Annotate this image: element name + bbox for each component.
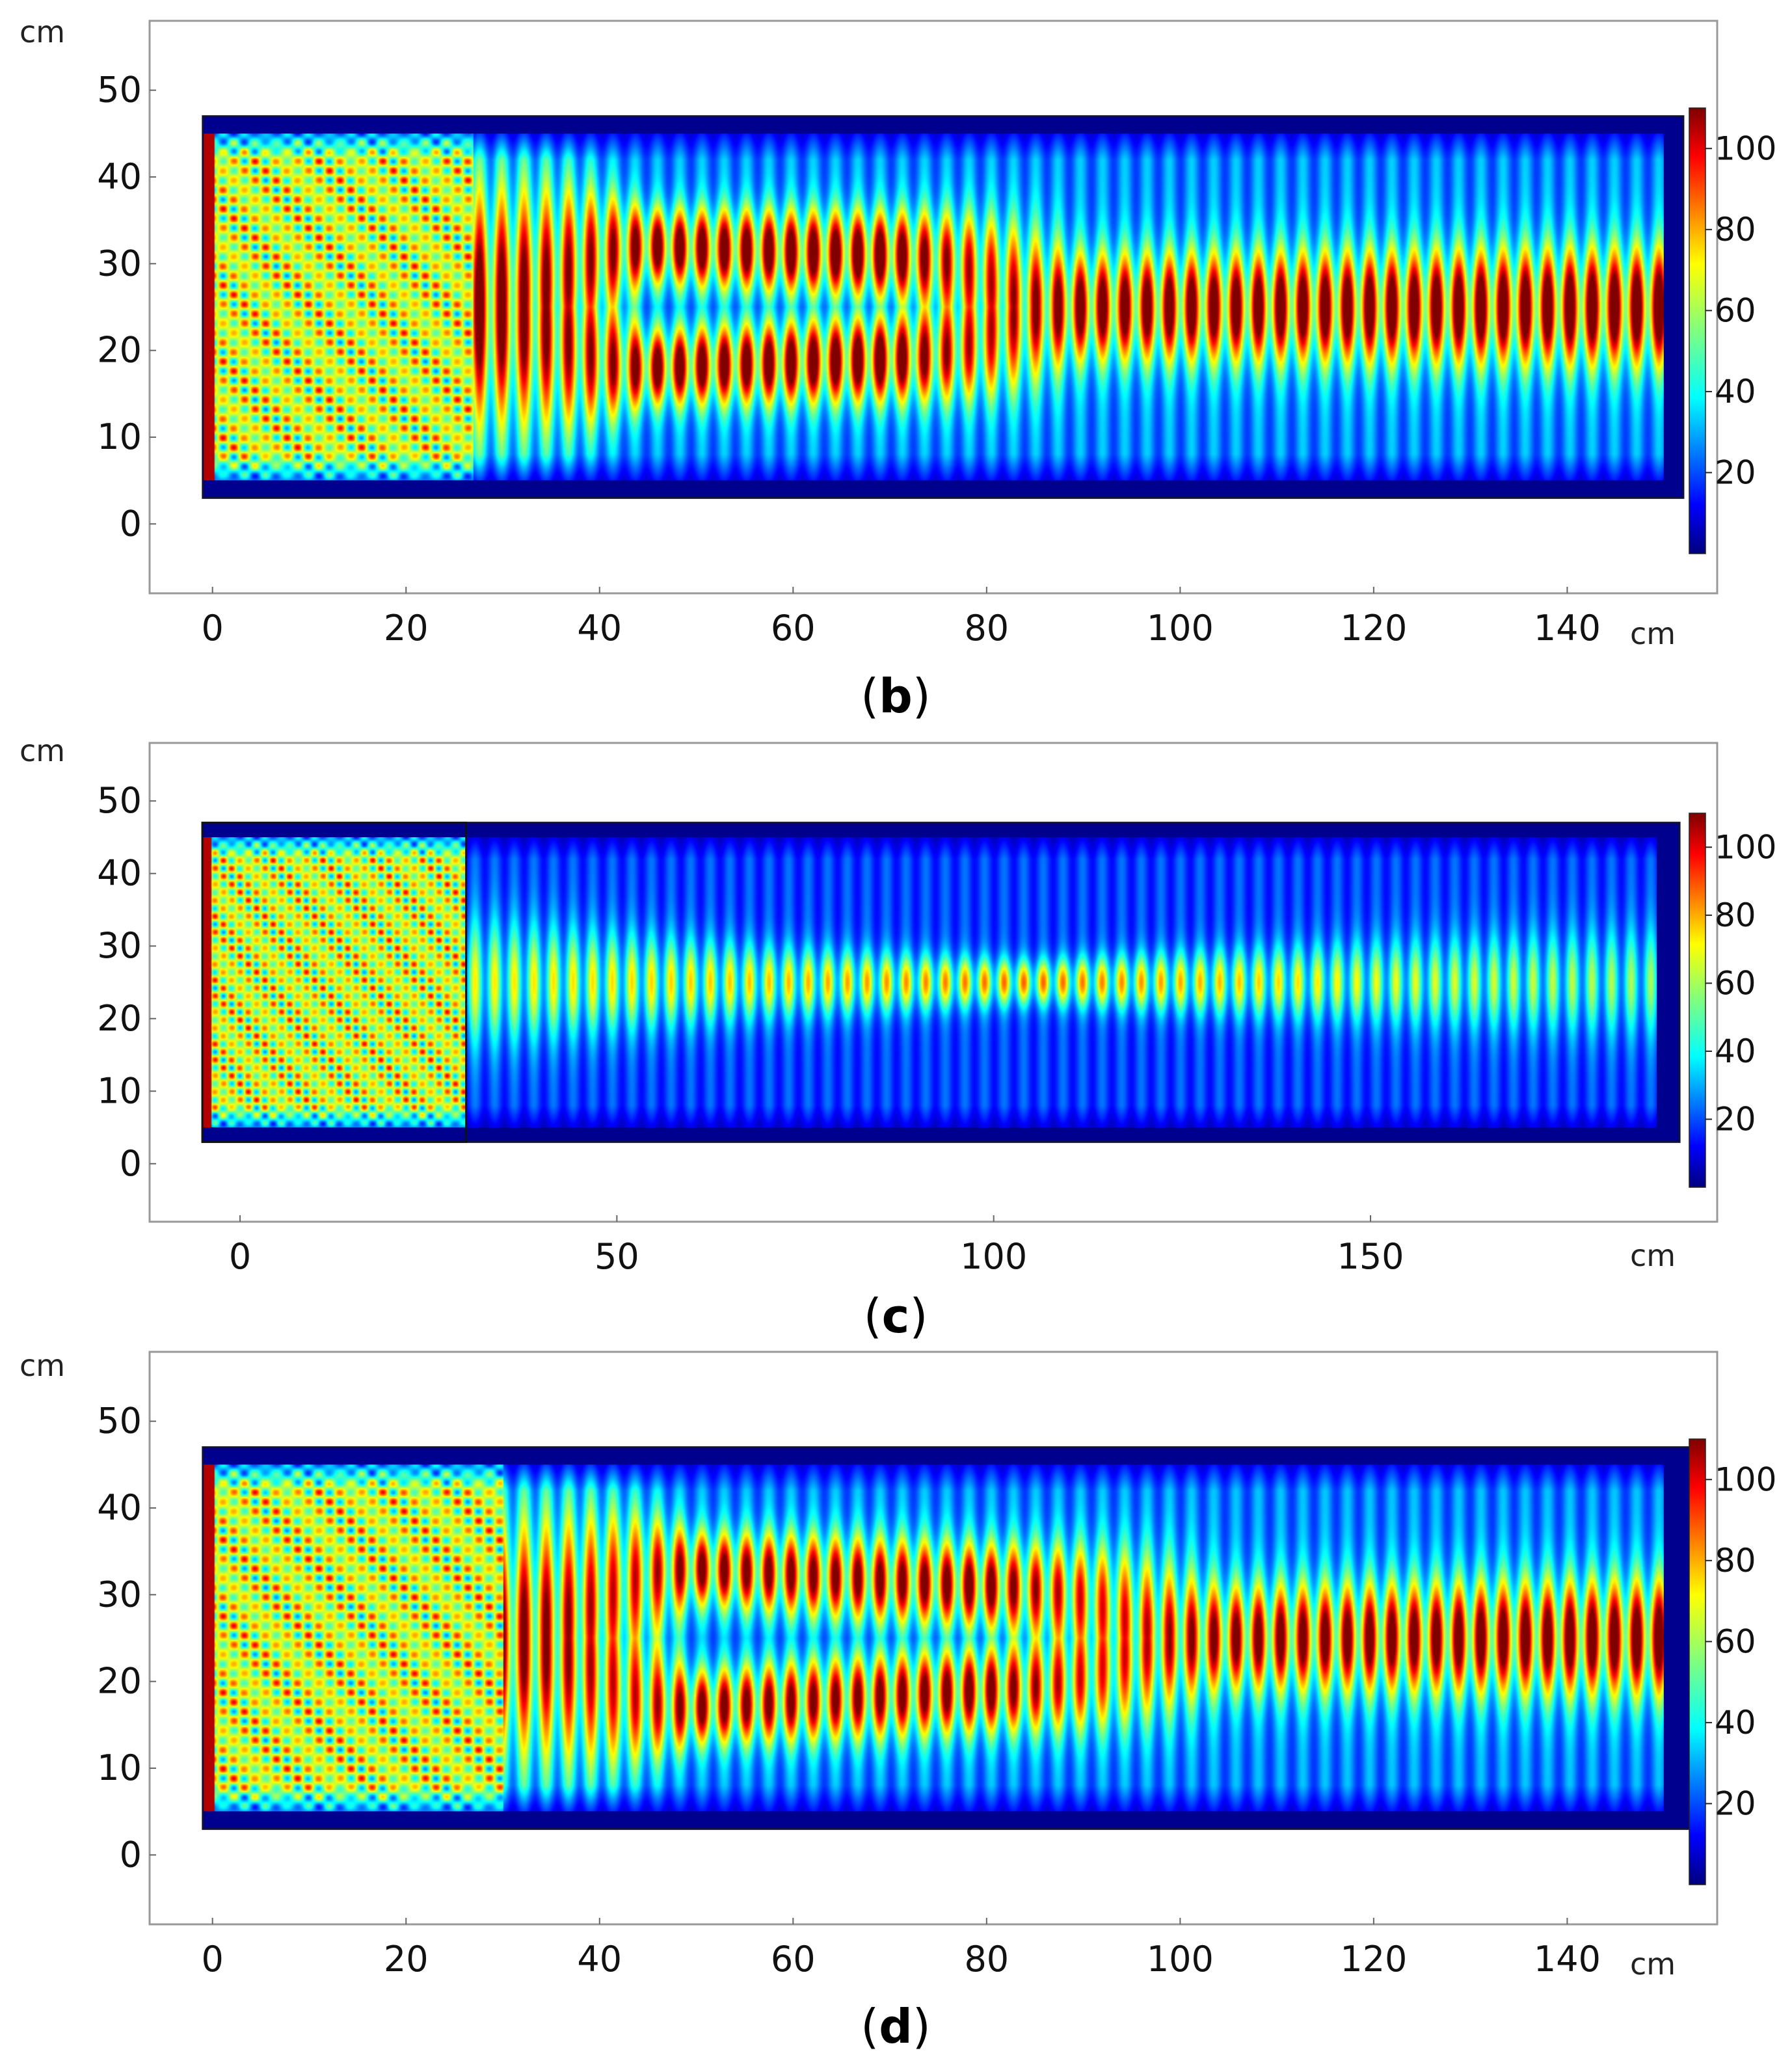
y-tick-label: 20 xyxy=(97,1661,142,1702)
y-tick-label: 10 xyxy=(97,416,142,457)
x-tick-label: 0 xyxy=(202,608,224,649)
x-tick-label: 80 xyxy=(964,608,1009,649)
plot-frame xyxy=(148,20,1718,595)
colorbar-tick-label: 80 xyxy=(1715,1542,1756,1580)
plot-frame xyxy=(148,742,1718,1223)
colorbar-tick-label: 100 xyxy=(1715,1460,1776,1498)
panel-d: cm cm 0 10 20 30 40 50 0 20 40 60 80 100 120 140 20 4… xyxy=(20,1348,1776,2054)
y-tick-label: 40 xyxy=(97,853,142,894)
panel-b: cm cm 0 10 20 30 40 50 0 20 40 60 80 100 120 140 20 4… xyxy=(20,14,1776,723)
y-tick-label: 0 xyxy=(120,1834,142,1875)
y-tick-label: 0 xyxy=(120,1143,142,1184)
x-axis: 0 50 100 150 xyxy=(229,1215,1404,1277)
colorbar-tick-label: 80 xyxy=(1715,211,1756,249)
colorbar-tick-label: 80 xyxy=(1715,896,1756,934)
colorbar-tick-label: 60 xyxy=(1715,964,1756,1002)
panel-caption: (b) xyxy=(861,669,931,723)
x-tick-label: 100 xyxy=(960,1236,1027,1277)
y-unit-label: cm xyxy=(20,733,65,768)
colorbar-ticks: 20 40 60 80 100 xyxy=(1705,1460,1776,1822)
y-tick-label: 40 xyxy=(97,1487,142,1528)
y-tick-label: 30 xyxy=(97,925,142,966)
colorbar-tick-label: 40 xyxy=(1715,1032,1756,1070)
colorbar: 20 40 60 80 100 xyxy=(1689,813,1776,1188)
y-axis: 0 10 20 30 40 50 xyxy=(97,780,156,1184)
colorbar-tick-label: 40 xyxy=(1715,373,1756,410)
domain-outline xyxy=(202,115,1685,499)
colorbar-gradient xyxy=(1689,107,1706,554)
x-tick-label: 50 xyxy=(595,1236,639,1277)
colorbar-tick-label: 60 xyxy=(1715,1622,1756,1660)
y-tick-label: 30 xyxy=(97,1574,142,1615)
x-tick-label: 60 xyxy=(771,608,816,649)
panel-caption: (c) xyxy=(864,1289,928,1343)
x-tick-label: 120 xyxy=(1340,1939,1407,1980)
x-tick-label: 140 xyxy=(1534,1939,1601,1980)
scatterer-region-outline xyxy=(201,822,468,1143)
colorbar: 20 40 60 80 100 xyxy=(1689,1438,1776,1885)
panel-caption: (d) xyxy=(861,1999,931,2054)
x-tick-label: 60 xyxy=(771,1939,816,1980)
y-axis: 0 10 20 30 40 50 xyxy=(97,1401,156,1875)
colorbar-tick-label: 20 xyxy=(1715,1784,1756,1822)
colorbar-gradient xyxy=(1689,1438,1706,1885)
y-tick-label: 10 xyxy=(97,1747,142,1788)
x-tick-label: 0 xyxy=(202,1939,224,1980)
y-unit-label: cm xyxy=(20,1348,65,1383)
field-image xyxy=(202,1464,1664,1812)
field-image xyxy=(202,837,1657,1127)
x-tick-label: 100 xyxy=(1147,1939,1214,1980)
colorbar: 20 40 60 80 100 xyxy=(1689,107,1776,554)
x-axis: 0 20 40 60 80 100 120 140 xyxy=(202,1918,1601,1980)
x-tick-label: 0 xyxy=(229,1236,251,1277)
y-tick-label: 0 xyxy=(120,503,142,544)
colorbar-gradient xyxy=(1689,813,1706,1188)
colorbar-tick-label: 100 xyxy=(1715,828,1776,866)
x-axis: 0 20 40 60 80 100 120 140 xyxy=(202,587,1601,649)
y-tick-label: 20 xyxy=(97,998,142,1039)
colorbar-tick-label: 20 xyxy=(1715,453,1756,491)
x-tick-label: 20 xyxy=(384,1939,429,1980)
x-tick-label: 150 xyxy=(1337,1236,1404,1277)
x-unit-label: cm xyxy=(1630,1238,1676,1273)
x-tick-label: 140 xyxy=(1534,608,1601,649)
y-tick-label: 50 xyxy=(97,780,142,821)
x-tick-label: 40 xyxy=(577,608,622,649)
colorbar-tick-label: 100 xyxy=(1715,129,1776,167)
heatmap xyxy=(202,115,1685,499)
x-tick-label: 20 xyxy=(384,608,429,649)
heatmap xyxy=(201,822,1681,1143)
y-unit-label: cm xyxy=(20,14,65,49)
colorbar-tick-label: 20 xyxy=(1715,1100,1756,1138)
x-tick-label: 100 xyxy=(1147,608,1214,649)
x-tick-label: 120 xyxy=(1340,608,1407,649)
y-tick-label: 50 xyxy=(97,1401,142,1442)
y-axis: 0 10 20 30 40 50 xyxy=(97,70,156,544)
x-tick-label: 80 xyxy=(964,1939,1009,1980)
heatmap xyxy=(202,1446,1694,1830)
y-tick-label: 50 xyxy=(97,70,142,111)
colorbar-ticks: 20 40 60 80 100 xyxy=(1705,828,1776,1138)
x-tick-label: 40 xyxy=(577,1939,622,1980)
colorbar-tick-label: 40 xyxy=(1715,1704,1756,1742)
colorbar-tick-label: 60 xyxy=(1715,291,1756,329)
y-tick-label: 40 xyxy=(97,156,142,197)
x-unit-label: cm xyxy=(1630,616,1676,651)
field-image xyxy=(202,133,1664,481)
x-unit-label: cm xyxy=(1630,1946,1676,1982)
y-tick-label: 30 xyxy=(97,243,142,284)
y-tick-label: 10 xyxy=(97,1070,142,1111)
colorbar-ticks: 20 40 60 80 100 xyxy=(1705,129,1776,491)
y-tick-label: 20 xyxy=(97,330,142,371)
plot-frame xyxy=(148,1351,1718,1926)
